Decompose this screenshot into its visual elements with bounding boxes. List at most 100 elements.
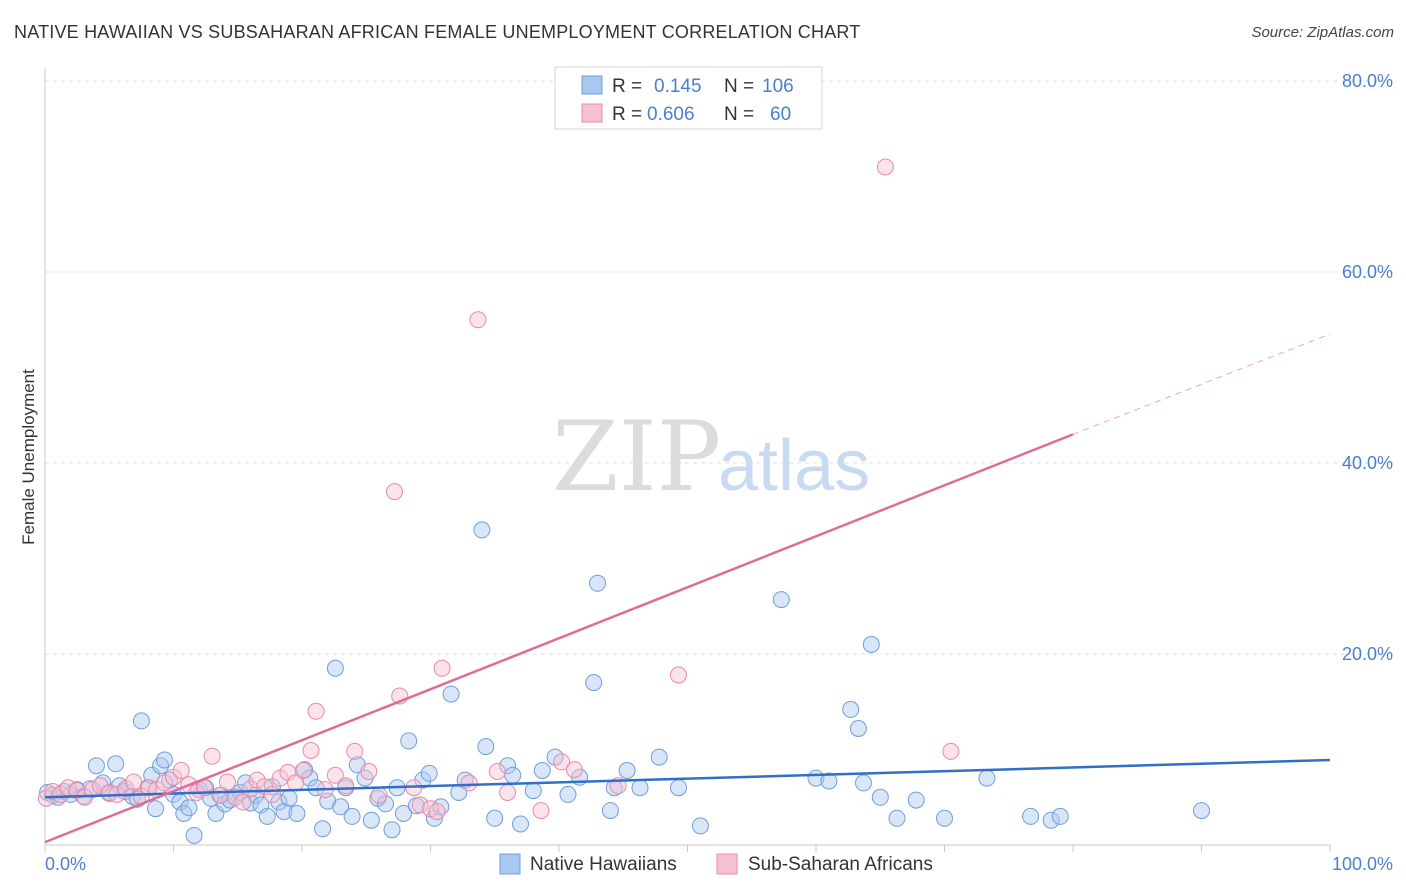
sub-saharan-africans-point-39 — [346, 742, 364, 760]
sub-saharan-africans-point-52 — [499, 784, 517, 801]
native-hawaiians-point-52 — [326, 659, 344, 677]
stats-n-label-pink: N = — [724, 104, 754, 125]
sub-saharan-africans-point-51 — [488, 763, 506, 780]
stats-n-label-blue: N = — [724, 76, 754, 97]
native-hawaiians-point-105 — [1022, 807, 1040, 825]
sub-saharan-africans-point-33 — [294, 762, 312, 779]
native-hawaiians-point-90 — [650, 748, 668, 766]
sub-saharan-africans-point-42 — [386, 483, 403, 501]
native-hawaiians-point-70 — [442, 685, 460, 703]
sub-saharan-africans-point-35 — [307, 702, 325, 720]
sub-saharan-africans-point-47 — [428, 803, 446, 821]
stats-r-label-blue: R = — [612, 76, 642, 97]
watermark-atlas: atlas — [718, 426, 870, 506]
native-hawaiians-point-19 — [147, 800, 164, 818]
watermark: ZIP atlas — [552, 401, 870, 513]
native-hawaiians-point-99 — [862, 636, 880, 653]
native-hawaiians-point-104 — [978, 769, 996, 787]
stats-n-value-pink: 60 — [770, 104, 791, 125]
sub-saharan-africans-point-37 — [326, 766, 344, 784]
native-hawaiians-point-73 — [473, 521, 491, 539]
sub-saharan-africans-point-34 — [302, 742, 320, 759]
sub-saharan-africans-point-26 — [242, 780, 260, 798]
sub-saharan-africans-point-41 — [370, 786, 388, 804]
tick-labels: 20.0% 40.0% 60.0% 80.0% 0.0% 100.0% — [45, 71, 1393, 874]
chart-title: NATIVE HAWAIIAN VS SUBSAHARAN AFRICAN FE… — [14, 22, 861, 42]
native-hawaiians-point-75 — [486, 809, 504, 827]
native-hawaiians-point-108 — [1193, 802, 1210, 820]
sub-saharan-africans-points — [37, 158, 960, 821]
native-hawaiians-point-102 — [907, 791, 925, 809]
sub-saharan-africans-point-50 — [469, 311, 487, 329]
sub-saharan-africans-point-15 — [156, 774, 173, 792]
legend-swatch-native-hawaiians — [499, 853, 521, 875]
native-hawaiians-point-91 — [670, 779, 687, 797]
stats-legend-swatch-blue — [581, 75, 603, 95]
sub-saharan-africans-point-53 — [532, 802, 550, 820]
native-hawaiians-point-45 — [280, 789, 298, 807]
sub-saharan-africans-point-57 — [670, 666, 687, 684]
trend-lines — [44, 333, 1331, 844]
sub-saharan-africans-point-7 — [91, 777, 109, 795]
native-hawaiians-point-95 — [820, 772, 838, 790]
sub-saharan-africans-point-58 — [876, 158, 894, 176]
stats-r-label-pink: R = — [612, 104, 642, 125]
native-hawaiians-point-61 — [383, 821, 401, 839]
native-hawaiians-point-97 — [849, 720, 867, 737]
stats-n-value-blue: 106 — [762, 76, 794, 97]
legend-label-sub-saharan-africans: Sub-Saharan Africans — [748, 854, 933, 875]
native-hawaiians-point-103 — [936, 809, 953, 827]
native-hawaiians-point-86 — [601, 802, 619, 820]
native-hawaiians-point-21 — [156, 751, 173, 769]
series-legend: Native Hawaiians Sub-Saharan Africans — [499, 853, 933, 875]
stats-r-value-pink: 0.606 — [647, 104, 695, 125]
native-hawaiians-point-92 — [691, 817, 709, 835]
native-hawaiians-point-26 — [180, 799, 198, 817]
sub-saharan-africans-point-48 — [433, 659, 451, 677]
native-hawaiians-point-50 — [314, 820, 332, 838]
native-hawaiians-point-63 — [395, 805, 412, 822]
native-hawaiians-point-74 — [477, 738, 495, 756]
sub-saharan-africans-point-38 — [337, 777, 355, 795]
sub-saharan-africans-point-40 — [360, 763, 378, 780]
sub-saharan-africans-point-17 — [172, 762, 190, 779]
native-hawaiians-point-82 — [559, 785, 577, 803]
axes — [44, 68, 1331, 852]
sub-saharan-africans-point-45 — [411, 796, 429, 814]
sub-saharan-africans-point-6 — [84, 781, 101, 799]
sub-saharan-africans-point-29 — [263, 785, 281, 803]
watermark-zip: ZIP — [552, 401, 721, 513]
stats-legend-swatch-pink — [581, 103, 603, 123]
sub-saharan-africans-point-49 — [460, 774, 478, 792]
native-hawaiians-point-79 — [524, 782, 542, 800]
native-hawaiians-point-53 — [332, 798, 350, 816]
y-axis-label: Female Unemployment — [19, 369, 38, 545]
sub-saharan-africans-point-23 — [219, 773, 236, 791]
native-hawaiians-point-93 — [772, 591, 790, 609]
native-hawaiians-point-77 — [504, 766, 522, 784]
native-hawaiians-point-85 — [589, 574, 606, 592]
native-hawaiians-point-41 — [258, 807, 276, 825]
sub-saharan-africans-trend-line — [44, 433, 1074, 844]
native-hawaiians-point-96 — [842, 700, 860, 718]
x-tick-label-0: 0.0% — [45, 854, 86, 874]
native-hawaiians-point-89 — [631, 779, 649, 797]
native-hawaiians-point-98 — [855, 774, 872, 792]
sub-saharan-africans-point-54 — [553, 753, 571, 771]
y-tick-label-0: 20.0% — [1342, 644, 1393, 664]
native-hawaiians-point-16 — [132, 712, 150, 730]
native-hawaiians-point-88 — [618, 762, 636, 779]
native-hawaiians-point-44 — [275, 803, 293, 821]
grid-lines — [45, 80, 1395, 655]
y-tick-label-2: 60.0% — [1342, 262, 1393, 282]
native-hawaiians-point-78 — [512, 815, 529, 833]
x-tick-label-1: 100.0% — [1332, 854, 1393, 874]
native-hawaiians-point-76 — [499, 757, 517, 775]
y-tick-label-3: 80.0% — [1342, 71, 1393, 91]
native-hawaiians-point-107 — [1051, 807, 1069, 825]
sub-saharan-africans-point-25 — [234, 793, 252, 811]
y-tick-label-1: 40.0% — [1342, 453, 1393, 473]
native-hawaiians-point-11 — [107, 755, 125, 773]
sub-saharan-africans-point-11 — [125, 773, 143, 791]
